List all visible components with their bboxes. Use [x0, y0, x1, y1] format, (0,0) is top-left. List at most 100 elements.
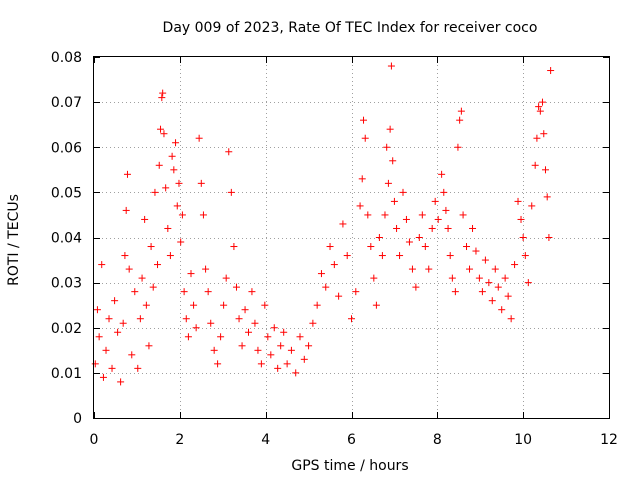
- data-point: [535, 103, 543, 111]
- data-point: [370, 274, 378, 282]
- data-point: [372, 301, 380, 309]
- data-point: [287, 346, 295, 354]
- data-point: [454, 143, 462, 151]
- data-point: [248, 288, 256, 296]
- data-point: [335, 292, 343, 300]
- data-point: [214, 360, 222, 368]
- data-point: [280, 328, 288, 336]
- data-point: [166, 252, 174, 260]
- data-point: [187, 270, 195, 278]
- data-point: [155, 161, 163, 169]
- data-point: [431, 197, 439, 205]
- data-point: [141, 215, 149, 223]
- data-point: [202, 265, 210, 273]
- data-point: [182, 315, 190, 323]
- data-point: [491, 265, 499, 273]
- y-tick-label: 0.03: [51, 276, 82, 292]
- data-point: [478, 288, 486, 296]
- data-point: [343, 252, 351, 260]
- data-point: [190, 301, 198, 309]
- data-point: [254, 346, 262, 354]
- data-point: [313, 301, 321, 309]
- y-tick-label: 0.02: [51, 321, 82, 337]
- data-point: [184, 333, 192, 341]
- data-point: [158, 94, 166, 102]
- data-point: [463, 243, 471, 251]
- data-point: [361, 134, 369, 142]
- data-point: [232, 283, 240, 291]
- data-point: [444, 224, 452, 232]
- data-point: [119, 319, 127, 327]
- data-point: [356, 202, 364, 210]
- data-point: [180, 288, 188, 296]
- data-points: [91, 62, 555, 386]
- y-tick-label: 0.04: [51, 231, 82, 247]
- data-point: [95, 333, 103, 341]
- data-point: [348, 315, 355, 323]
- data-point: [199, 211, 207, 219]
- data-point: [481, 256, 489, 264]
- data-point: [387, 62, 395, 70]
- data-point: [105, 315, 113, 323]
- data-point: [330, 261, 338, 269]
- data-point: [498, 306, 506, 314]
- data-point: [138, 274, 146, 282]
- tick-labels: 0 2 4 6 8 10 12 0 0.01 0.02 0.03 0.04 0.05 0.06 0.07 0.…: [51, 50, 618, 448]
- data-point: [428, 224, 436, 232]
- data-point: [274, 364, 282, 372]
- data-point: [386, 125, 394, 133]
- data-point: [102, 346, 110, 354]
- data-point: [425, 265, 433, 273]
- data-point: [300, 355, 308, 363]
- axis-ticks: [94, 57, 610, 419]
- data-point: [358, 175, 366, 183]
- data-point: [466, 265, 474, 273]
- data-point: [264, 333, 272, 341]
- data-point: [472, 247, 480, 255]
- data-point: [485, 279, 493, 287]
- plot-frame: [93, 56, 610, 419]
- data-point: [210, 346, 218, 354]
- data-point: [378, 252, 386, 260]
- data-point: [123, 170, 131, 178]
- data-point: [396, 252, 404, 260]
- data-point: [475, 274, 483, 282]
- data-point: [117, 378, 125, 386]
- data-point: [517, 215, 525, 223]
- data-point: [457, 107, 465, 115]
- data-point: [367, 243, 375, 251]
- chart-title: Day 009 of 2023, Rate Of TEC Index for r…: [163, 20, 538, 36]
- data-point: [536, 107, 544, 115]
- data-point: [541, 166, 549, 174]
- data-point: [399, 188, 407, 196]
- data-point: [99, 373, 107, 381]
- x-tick-label: 4: [261, 432, 270, 448]
- data-point: [405, 238, 413, 246]
- data-point: [389, 157, 397, 165]
- data-point: [145, 342, 153, 350]
- data-point: [504, 292, 512, 300]
- data-point: [251, 319, 259, 327]
- data-point: [360, 116, 368, 124]
- data-point: [245, 328, 252, 336]
- data-point: [192, 324, 200, 332]
- data-point: [538, 98, 546, 106]
- data-point: [488, 297, 496, 305]
- data-point: [375, 234, 383, 241]
- data-point: [98, 261, 106, 269]
- data-point: [222, 274, 230, 282]
- data-point: [257, 360, 265, 368]
- data-point: [322, 283, 330, 291]
- data-point: [151, 188, 159, 196]
- y-tick-label: 0.06: [51, 140, 82, 156]
- data-point: [438, 170, 446, 178]
- x-axis-title: GPS time / hours: [291, 458, 408, 474]
- data-point: [159, 89, 167, 97]
- y-tick-label: 0.08: [51, 50, 82, 66]
- data-point: [511, 261, 519, 269]
- data-point: [540, 130, 548, 138]
- data-point: [501, 274, 509, 282]
- data-point: [238, 342, 246, 350]
- data-point: [418, 211, 426, 219]
